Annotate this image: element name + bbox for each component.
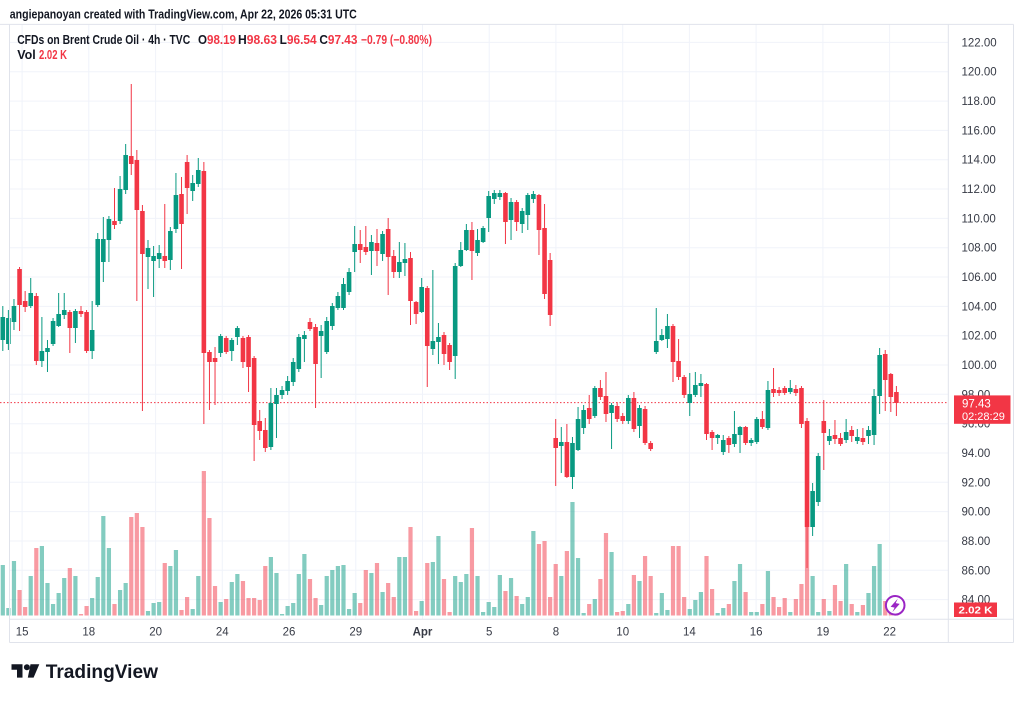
svg-text:29: 29 [349, 627, 362, 639]
svg-text:TradingView: TradingView [46, 661, 159, 683]
svg-text:−0.79 (−0.80%): −0.79 (−0.80%) [361, 33, 432, 47]
svg-text:Apr: Apr [413, 627, 433, 639]
svg-text:8: 8 [553, 627, 559, 639]
svg-text:18: 18 [82, 627, 95, 639]
svg-text:110.00: 110.00 [962, 213, 996, 225]
svg-text:22: 22 [883, 627, 896, 639]
svg-text:97.43: 97.43 [962, 399, 991, 411]
svg-text:O98.19: O98.19 [198, 33, 236, 47]
svg-text:90.00: 90.00 [962, 507, 991, 519]
svg-text:10: 10 [616, 627, 629, 639]
svg-text:C97.43: C97.43 [319, 33, 357, 47]
svg-text:H98.63: H98.63 [238, 33, 277, 47]
svg-text:114.00: 114.00 [962, 155, 996, 167]
svg-text:112.00: 112.00 [962, 184, 996, 196]
svg-text:24: 24 [216, 627, 229, 639]
svg-text:86.00: 86.00 [962, 565, 991, 577]
svg-text:2.02 K: 2.02 K [39, 48, 67, 62]
svg-text:02:28:29: 02:28:29 [962, 411, 1005, 423]
svg-text:CFDs on Brent Crude Oil · 4h ·: CFDs on Brent Crude Oil · 4h · TVC [17, 33, 190, 47]
svg-text:102.00: 102.00 [962, 331, 997, 343]
svg-text:122.00: 122.00 [962, 37, 997, 49]
svg-text:92.00: 92.00 [962, 477, 991, 489]
svg-text:118.00: 118.00 [962, 96, 996, 108]
svg-text:100.00: 100.00 [962, 360, 997, 372]
svg-text:5: 5 [486, 627, 492, 639]
svg-text:94.00: 94.00 [962, 448, 991, 460]
svg-text:20: 20 [149, 627, 162, 639]
svg-text:16: 16 [750, 627, 763, 639]
svg-text:120.00: 120.00 [962, 67, 997, 79]
svg-text:Vol: Vol [17, 48, 36, 62]
svg-text:14: 14 [683, 627, 696, 639]
svg-text:88.00: 88.00 [962, 536, 991, 548]
svg-text:104.00: 104.00 [962, 301, 997, 313]
svg-text:108.00: 108.00 [962, 243, 997, 255]
svg-text:angiepanoyan created with Trad: angiepanoyan created with TradingView.co… [10, 8, 357, 22]
svg-text:106.00: 106.00 [962, 272, 997, 284]
svg-text:L96.54: L96.54 [280, 33, 317, 47]
svg-text:15: 15 [16, 627, 29, 639]
svg-text:2.02 K: 2.02 K [959, 605, 993, 617]
svg-text:19: 19 [817, 627, 830, 639]
svg-text:26: 26 [283, 627, 296, 639]
svg-text:116.00: 116.00 [962, 125, 996, 137]
